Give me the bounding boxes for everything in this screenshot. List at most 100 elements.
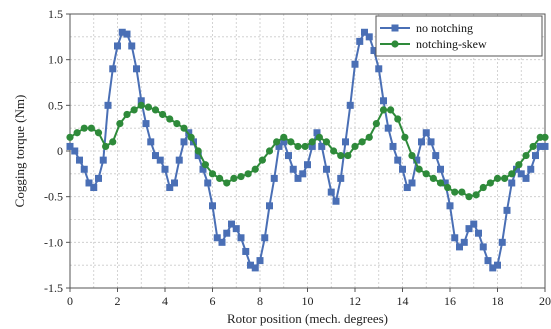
data-point bbox=[151, 106, 160, 114]
data-point bbox=[152, 152, 159, 160]
data-point bbox=[147, 138, 155, 146]
data-point bbox=[104, 101, 112, 109]
data-point bbox=[344, 151, 352, 160]
data-point bbox=[387, 106, 395, 114]
data-point bbox=[116, 120, 124, 128]
data-point bbox=[237, 234, 245, 242]
series-layer bbox=[66, 28, 549, 272]
data-point bbox=[427, 138, 435, 146]
data-point bbox=[401, 133, 409, 141]
data-point bbox=[294, 174, 302, 182]
data-point bbox=[71, 147, 79, 155]
data-point bbox=[372, 120, 380, 128]
legend-swatch-marker bbox=[391, 40, 399, 48]
data-point bbox=[413, 156, 421, 164]
data-point bbox=[208, 170, 217, 178]
x-tick-label: 10 bbox=[302, 294, 314, 308]
data-point bbox=[123, 30, 131, 38]
data-point bbox=[204, 179, 212, 187]
data-point bbox=[308, 142, 316, 150]
data-point bbox=[465, 225, 473, 233]
data-point bbox=[109, 138, 117, 146]
x-tick-label: 20 bbox=[539, 294, 551, 308]
data-point bbox=[532, 152, 539, 160]
data-point bbox=[541, 133, 549, 141]
data-point bbox=[429, 174, 437, 182]
legend-label: no notching bbox=[416, 21, 473, 35]
data-point bbox=[503, 206, 511, 214]
data-point bbox=[346, 101, 354, 109]
data-point bbox=[418, 138, 425, 146]
data-point bbox=[156, 156, 164, 164]
data-point bbox=[287, 138, 295, 146]
data-point bbox=[199, 165, 207, 173]
data-point bbox=[90, 184, 98, 192]
data-point bbox=[380, 97, 387, 105]
data-point bbox=[308, 138, 316, 146]
data-point bbox=[351, 142, 359, 151]
legend-swatch-marker bbox=[391, 24, 399, 32]
data-point bbox=[351, 60, 359, 68]
data-point bbox=[446, 202, 454, 210]
data-point bbox=[237, 172, 245, 181]
data-point bbox=[479, 243, 487, 251]
data-point bbox=[408, 151, 416, 160]
x-tick-label: 0 bbox=[67, 294, 73, 308]
data-point bbox=[315, 133, 323, 141]
legend: no notching notching-skew bbox=[375, 15, 543, 57]
data-point bbox=[508, 170, 516, 178]
x-tick-label: 6 bbox=[210, 294, 216, 308]
data-point bbox=[247, 261, 254, 269]
data-point bbox=[327, 188, 335, 196]
data-point bbox=[133, 65, 140, 73]
data-point bbox=[66, 142, 74, 150]
data-point bbox=[515, 161, 523, 169]
y-tick-label: 1.0 bbox=[48, 53, 63, 67]
data-point bbox=[261, 234, 269, 242]
data-point bbox=[399, 165, 406, 173]
data-point bbox=[294, 142, 302, 151]
x-tick-label: 16 bbox=[444, 294, 456, 308]
data-point bbox=[323, 165, 330, 173]
data-point bbox=[379, 106, 388, 114]
data-point bbox=[437, 165, 444, 173]
data-point bbox=[342, 138, 349, 146]
data-point bbox=[166, 115, 174, 123]
y-tick-label: -1.5 bbox=[44, 281, 63, 295]
data-point bbox=[85, 179, 93, 187]
data-point bbox=[166, 184, 174, 192]
data-point bbox=[251, 165, 259, 173]
data-point bbox=[337, 174, 345, 182]
data-point bbox=[289, 165, 297, 173]
data-point bbox=[332, 197, 340, 205]
data-point bbox=[66, 133, 74, 141]
data-point bbox=[489, 264, 497, 272]
data-point bbox=[470, 220, 478, 228]
y-tick-label: 0 bbox=[57, 144, 63, 158]
data-point bbox=[142, 120, 150, 128]
data-point bbox=[479, 183, 487, 192]
data-point bbox=[173, 120, 181, 128]
data-point bbox=[451, 188, 459, 196]
data-point bbox=[194, 147, 202, 155]
data-point bbox=[265, 147, 274, 155]
data-point bbox=[356, 37, 364, 45]
data-point bbox=[280, 133, 288, 141]
data-point bbox=[216, 174, 224, 182]
x-tick-label: 18 bbox=[492, 294, 504, 308]
data-point bbox=[304, 161, 311, 169]
data-point bbox=[223, 229, 231, 237]
data-point bbox=[159, 110, 167, 119]
data-point bbox=[375, 65, 383, 73]
data-point bbox=[460, 238, 468, 246]
data-point bbox=[285, 152, 292, 160]
data-point bbox=[330, 147, 338, 155]
data-point bbox=[280, 138, 288, 146]
data-point bbox=[322, 138, 331, 146]
y-tick-label: 0.5 bbox=[48, 98, 63, 112]
data-point bbox=[494, 261, 501, 269]
data-point bbox=[444, 183, 452, 192]
x-tick-label: 12 bbox=[349, 294, 361, 308]
data-point bbox=[465, 193, 473, 201]
